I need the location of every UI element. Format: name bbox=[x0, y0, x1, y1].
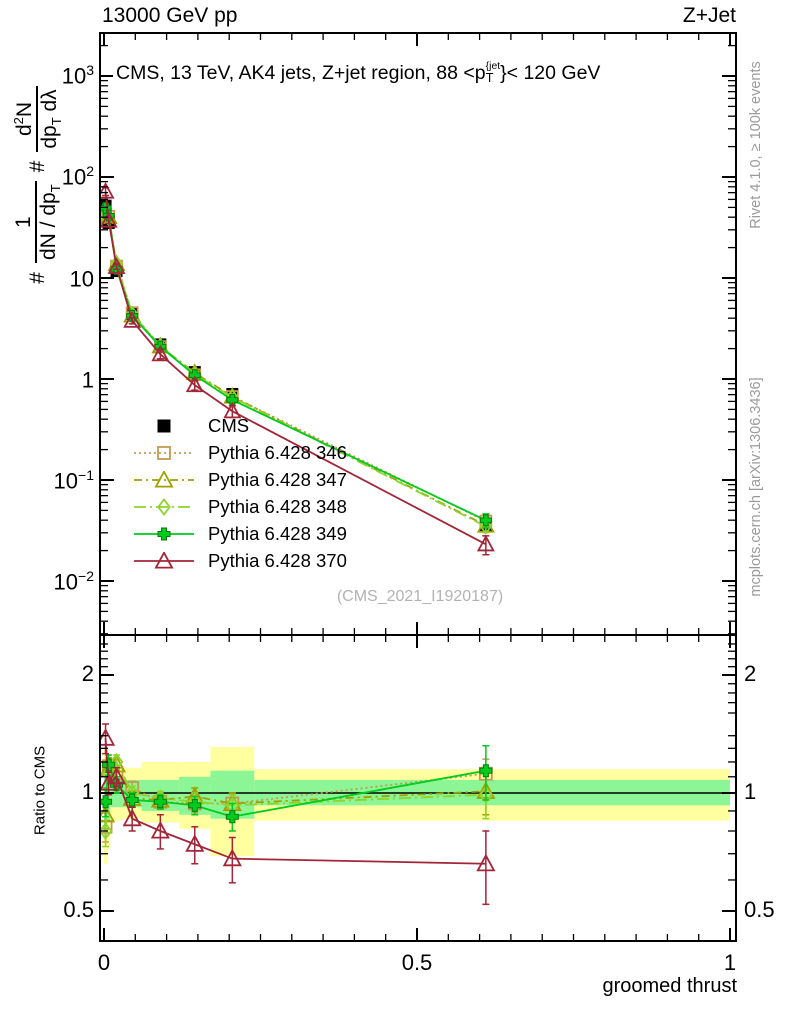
y-tick-1e3: 103 bbox=[61, 62, 94, 89]
ratio-tick-left-05: 0.5 bbox=[63, 897, 94, 922]
cms-marker-icon bbox=[157, 419, 171, 432]
beam-energy-label: 13000 GeV pp bbox=[102, 4, 238, 27]
legend-item-pythia-349: Pythia 6.428 349 bbox=[132, 520, 347, 547]
legend-item-pythia-346: Pythia 6.428 346 bbox=[132, 439, 347, 466]
y-axis-label: # 1 dN / dpT # d2N dpT dλ bbox=[6, 25, 70, 345]
x-tick-1: 1 bbox=[723, 950, 737, 975]
y-label-frac2: d2N dpT dλ bbox=[11, 86, 64, 152]
ratio-tick-right-2: 2 bbox=[744, 661, 757, 686]
ratio-axis-label: Ratio to CMS bbox=[31, 745, 49, 836]
x-tick-0: 0 bbox=[97, 950, 111, 975]
process-label: Z+Jet bbox=[682, 4, 736, 27]
y-tick-1: 1 bbox=[81, 367, 94, 393]
panel-title: CMS, 13 TeV, AK4 jets, Z+jet region, 88 … bbox=[113, 60, 604, 85]
legend-item-pythia-370: Pythia 6.428 370 bbox=[132, 547, 347, 574]
main-series bbox=[100, 181, 495, 556]
analysis-id-watermark: (CMS_2021_I1920187) bbox=[336, 588, 504, 605]
pythia-370-marker-icon bbox=[134, 551, 194, 569]
y-tick-1e1: 10 bbox=[69, 266, 94, 292]
ratio-tick-right-1: 1 bbox=[744, 779, 757, 804]
legend-item-pythia-347: Pythia 6.428 347 bbox=[132, 466, 347, 493]
pythia-348-marker-icon bbox=[134, 497, 194, 516]
legend-item-pythia-348: Pythia 6.428 348 bbox=[132, 493, 347, 520]
rivet-version-label: Rivet 4.1.0, ≥ 100k events bbox=[748, 61, 764, 229]
y-tick-1e-1: 10−1 bbox=[53, 467, 94, 494]
ratio-tick-left-2: 2 bbox=[81, 661, 94, 686]
x-tick-05: 0.5 bbox=[401, 950, 433, 975]
legend: CMS Pythia 6.428 346 Pythia 6.428 347 Py… bbox=[132, 412, 347, 574]
pythia-347-marker-icon bbox=[134, 470, 194, 488]
ratio-tick-right-05: 0.5 bbox=[744, 897, 775, 922]
pt-jet-supsub: {jet T bbox=[485, 60, 501, 85]
x-axis-label: groomed thrust bbox=[602, 975, 737, 997]
mcplots-credit-label: mcplots.cern.ch [arXiv:1306.3436] bbox=[748, 377, 764, 597]
pythia-346-marker-icon bbox=[134, 445, 194, 460]
ratio-series bbox=[100, 723, 496, 906]
pythia-349-marker-icon bbox=[134, 527, 194, 540]
legend-item-cms: CMS bbox=[132, 412, 347, 439]
y-tick-1e2: 102 bbox=[61, 163, 94, 190]
ratio-tick-left-1: 1 bbox=[81, 779, 94, 804]
y-label-frac1: 1 dN / dpT bbox=[12, 181, 63, 263]
y-tick-1e-2: 10−2 bbox=[53, 568, 94, 595]
panel-title-text: CMS, 13 TeV, AK4 jets, Z+jet region, 88 … bbox=[116, 62, 486, 84]
